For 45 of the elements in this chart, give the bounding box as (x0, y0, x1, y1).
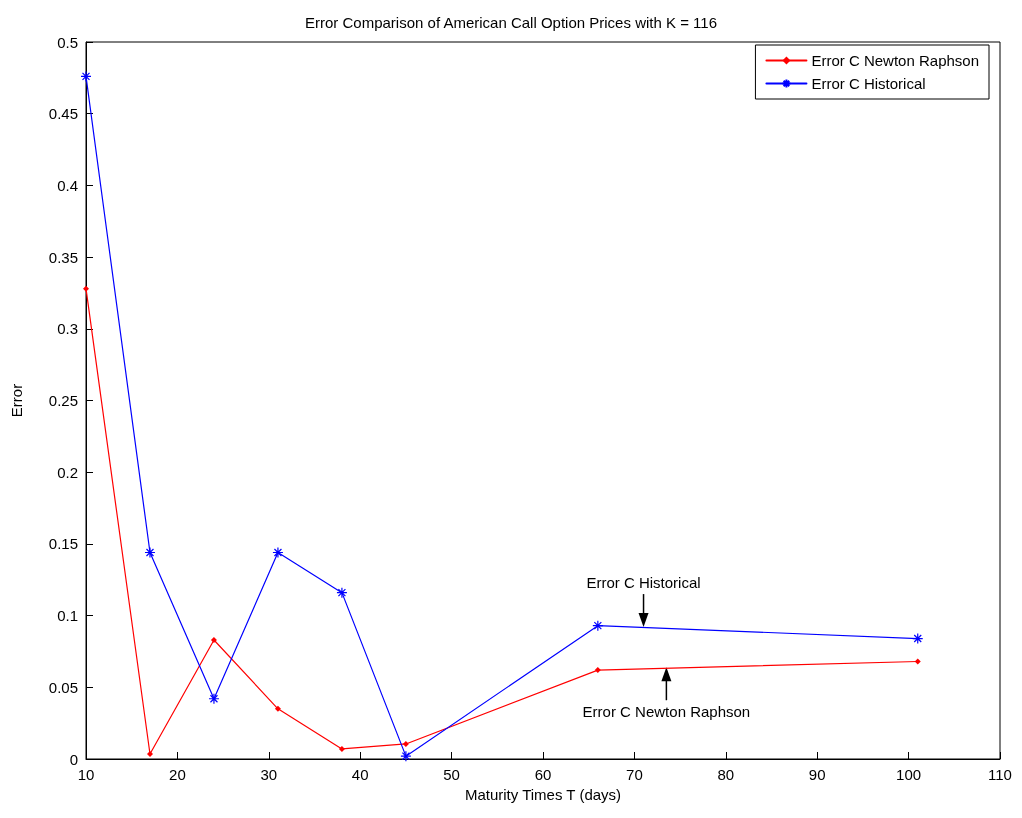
x-tick-label: 60 (534, 766, 552, 783)
x-tick-label: 30 (260, 766, 278, 783)
x-tick-label: 70 (626, 766, 643, 783)
point (146, 750, 153, 757)
y-tick-label: 0.2 (57, 463, 78, 481)
point (400, 750, 412, 762)
y-tick-label: 0.35 (48, 248, 78, 266)
y-tick-label: 0.05 (48, 678, 78, 696)
point (144, 546, 156, 559)
x-tick-label: 10 (77, 766, 95, 783)
x-axis-title: Maturity Times T (days) (464, 786, 622, 803)
y-tick-label: 0.45 (48, 105, 78, 123)
x-tick-label: 110 (988, 766, 1012, 783)
point (402, 740, 409, 747)
y-tick-label: 0.3 (57, 320, 78, 338)
y-tick-label: 0.15 (48, 535, 78, 553)
point (80, 70, 92, 83)
x-tick-label: 50 (443, 766, 460, 783)
point (274, 705, 281, 712)
legend-label: Error C Historical (811, 75, 926, 92)
y-tick-label: 0.25 (48, 392, 78, 409)
x-tick-label: 80 (717, 766, 735, 783)
annotation: Error C Newton Raphson (582, 703, 751, 721)
point (594, 667, 601, 674)
x-tick-label: 20 (169, 766, 186, 783)
y-axis-title: Error (8, 383, 25, 418)
point (208, 693, 220, 705)
point (272, 546, 284, 559)
point (336, 587, 348, 599)
point (912, 632, 924, 645)
y-tick-label: 0.1 (57, 607, 78, 625)
annotation: Error C Historical (586, 574, 701, 592)
y-tick-label: 0.5 (57, 33, 78, 51)
point (83, 285, 89, 292)
chart-title: Error Comparison of American Call Option Prices with K = 116 (305, 14, 717, 31)
legend-label: Error C Newton Raphson (811, 52, 980, 69)
point (338, 745, 345, 752)
point (592, 620, 604, 632)
y-tick-label: 0.4 (57, 176, 78, 194)
point (914, 658, 921, 665)
y-tick-label: 0 (69, 750, 78, 768)
x-tick-label: 40 (351, 766, 369, 783)
x-tick-label: 100 (896, 766, 922, 783)
x-tick-label: 90 (808, 766, 826, 783)
point (210, 636, 217, 643)
